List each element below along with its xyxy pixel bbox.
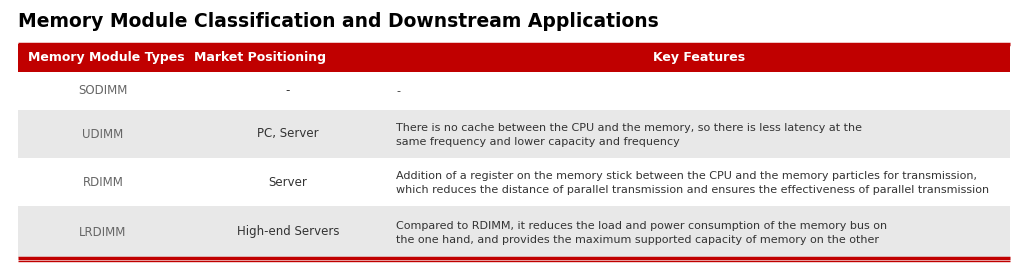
Text: Compared to RDIMM, it reduces the load and power consumption of the memory bus o: Compared to RDIMM, it reduces the load a… (396, 221, 887, 231)
Text: Memory Module Classification and Downstream Applications: Memory Module Classification and Downstr… (18, 12, 658, 31)
Text: which reduces the distance of parallel transmission and ensures the effectivenes: which reduces the distance of parallel t… (396, 185, 989, 195)
Bar (18, 110, 1010, 158)
Text: -: - (286, 84, 290, 97)
Text: -: - (396, 86, 400, 96)
Text: UDIMM: UDIMM (82, 128, 124, 140)
Text: Memory Module Types: Memory Module Types (28, 51, 184, 65)
Text: same frequency and lower capacity and frequency: same frequency and lower capacity and fr… (396, 137, 680, 147)
Text: PC, Server: PC, Server (257, 128, 318, 140)
Bar (18, 206, 1010, 258)
Text: There is no cache between the CPU and the memory, so there is less latency at th: There is no cache between the CPU and th… (396, 123, 862, 133)
Text: LRDIMM: LRDIMM (79, 225, 127, 239)
Text: Market Positioning: Market Positioning (194, 51, 326, 65)
Text: Key Features: Key Features (653, 51, 745, 65)
Bar (18, 44, 1010, 72)
Text: Addition of a register on the memory stick between the CPU and the memory partic: Addition of a register on the memory sti… (396, 171, 977, 181)
Bar (18, 158, 1010, 206)
Text: the one hand, and provides the maximum supported capacity of memory on the other: the one hand, and provides the maximum s… (396, 235, 879, 245)
Text: RDIMM: RDIMM (83, 175, 124, 189)
Bar (18, 72, 1010, 110)
Text: SODIMM: SODIMM (78, 84, 128, 97)
Text: High-end Servers: High-end Servers (237, 225, 339, 239)
Text: Server: Server (268, 175, 307, 189)
